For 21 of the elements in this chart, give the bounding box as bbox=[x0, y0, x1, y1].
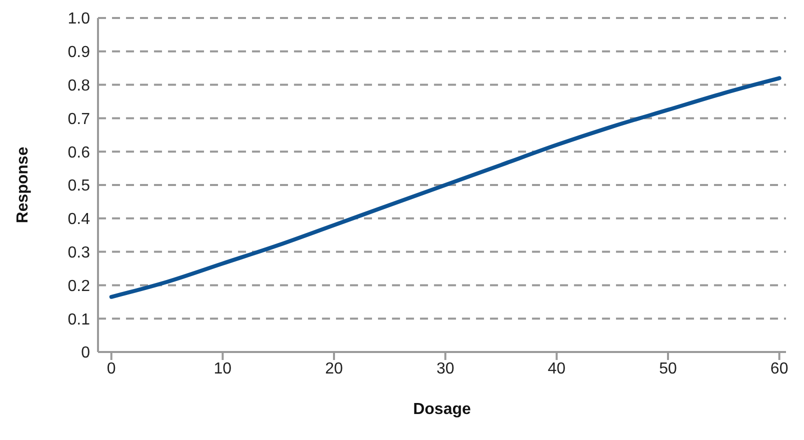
x-tick-label: 40 bbox=[548, 360, 566, 378]
x-tick-label: 30 bbox=[436, 360, 454, 378]
x-tick-label: 10 bbox=[214, 360, 232, 378]
y-tick-label: 0.1 bbox=[68, 311, 90, 328]
x-tick-label: 50 bbox=[659, 360, 677, 378]
x-axis-title: Dosage bbox=[413, 401, 471, 418]
y-tick-label: 0.8 bbox=[68, 77, 90, 94]
y-tick-label: 1.0 bbox=[68, 10, 90, 28]
y-tick-label: 0.9 bbox=[68, 44, 90, 62]
y-tick-label: 0.7 bbox=[68, 110, 90, 128]
y-tick-label: 0.5 bbox=[68, 178, 90, 195]
y-tick-label: 0.4 bbox=[68, 211, 90, 228]
y-tick-label: 0.6 bbox=[68, 144, 90, 162]
y-tick-label: 0 bbox=[81, 344, 90, 362]
line-series bbox=[109, 76, 782, 299]
y-tick-label: 0.2 bbox=[68, 278, 90, 295]
x-tick-label: 20 bbox=[325, 360, 344, 378]
x-tick-label: 60 bbox=[770, 360, 788, 378]
y-axis-title: Response bbox=[14, 146, 32, 224]
x-tick-label: 0 bbox=[106, 360, 116, 378]
y-tick-label: 0.3 bbox=[68, 244, 90, 262]
